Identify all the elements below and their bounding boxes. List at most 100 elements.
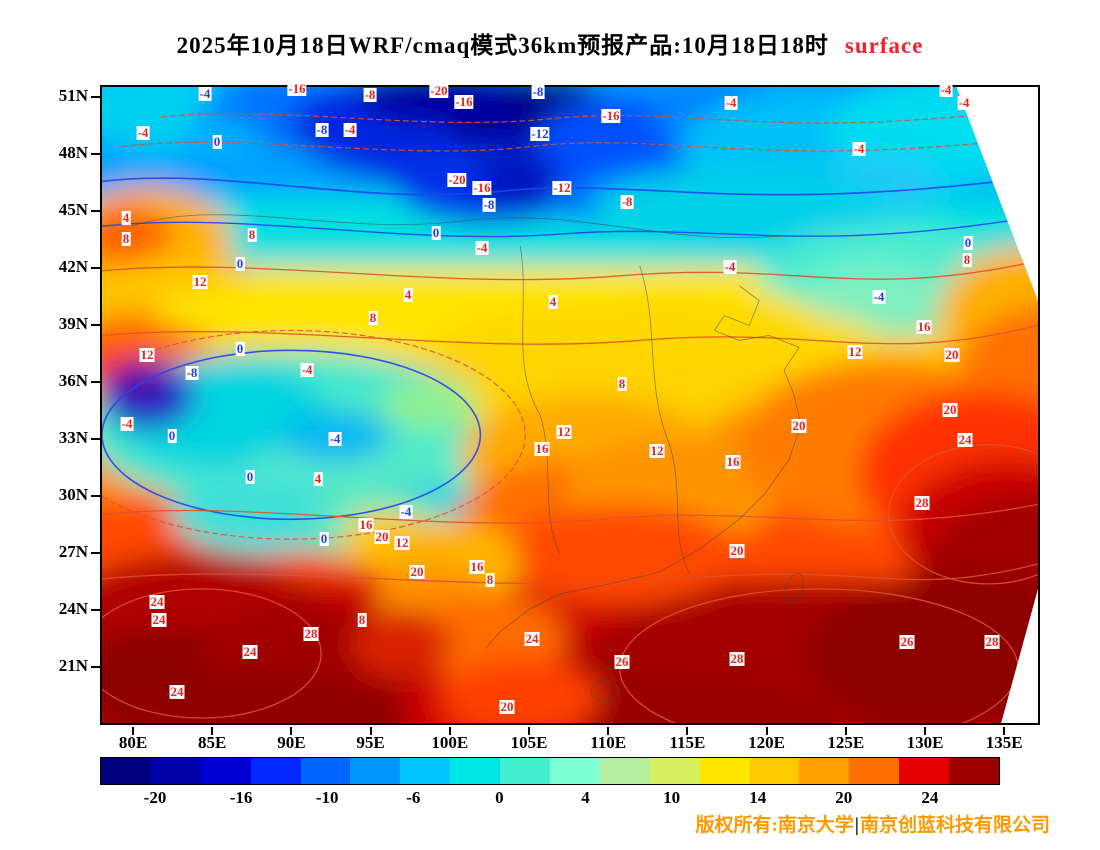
lat-tick-label: 21N [58, 656, 88, 675]
contour-label: 0 [431, 225, 441, 240]
colorbar-tick-label: 10 [663, 788, 681, 807]
contour-label: -8 [363, 87, 377, 102]
contour-label: -4 [724, 95, 738, 110]
contour-label: 12 [192, 274, 208, 289]
colorbar-segment [949, 758, 1000, 784]
contour-label: 16 [534, 441, 550, 456]
lat-tick-label: 48N [58, 143, 88, 162]
lon-tick-mark [211, 727, 214, 735]
colorbar-segment [400, 758, 451, 784]
contour-label: 8 [617, 376, 627, 391]
contour-label: 20 [729, 543, 745, 558]
lon-tick-label: 105E [510, 733, 548, 752]
contour-label: 16 [469, 559, 485, 574]
contour-label: -8 [482, 197, 496, 212]
lon-tick-label: 115E [669, 733, 706, 752]
contour-label: -8 [315, 122, 329, 137]
contour-label: -8 [531, 84, 545, 99]
contour-label: 24 [149, 594, 165, 609]
colorbar-tick-label: 14 [749, 788, 767, 807]
colorbar-segment [649, 758, 700, 784]
contour-label: 12 [649, 443, 665, 458]
copyright-footer: 版权所有:南京大学|南京创蓝科技有限公司 [695, 810, 1050, 837]
page-title: 2025年10月18日WRF/cmaq模式36km预报产品:10月18日18时 s… [0, 26, 1100, 60]
lon-tick-mark [448, 727, 451, 735]
contour-label: 0 [319, 531, 329, 546]
contour-label: 0 [963, 235, 973, 250]
lon-tick-label: 90E [277, 733, 306, 752]
colorbar-tick-label: 20 [835, 788, 853, 807]
contour-label: -4 [872, 289, 886, 304]
lon-tick-mark [607, 727, 610, 735]
contour-label: 8 [368, 310, 378, 325]
contour-label: 26 [614, 654, 630, 669]
contour-label: -12 [530, 126, 550, 141]
colorbar-segment [500, 758, 551, 784]
colorbar-tick-label: -6 [406, 788, 421, 807]
lon-tick-mark [369, 727, 372, 735]
contour-label: -16 [601, 108, 621, 123]
lon-tick-label: 135E [985, 733, 1023, 752]
contour-label: 28 [303, 626, 319, 641]
contour-label: -4 [475, 240, 489, 255]
lat-tick-mark [91, 96, 100, 98]
contour-label: 28 [984, 634, 1000, 649]
temperature-shading [102, 87, 1038, 723]
colorbar-segment [101, 758, 151, 784]
contour-label: 20 [791, 418, 807, 433]
lon-tick-mark [686, 727, 689, 735]
colorbar-segment [849, 758, 900, 784]
contour-label: -4 [957, 95, 971, 110]
colorbar-segment [350, 758, 401, 784]
lon-tick-mark [765, 727, 768, 735]
colorbar-segment [200, 758, 251, 784]
lat-tick-mark [91, 495, 100, 497]
contour-label: 8 [962, 252, 972, 267]
colorbar-tick-label: 24 [921, 788, 939, 807]
lat-tick-mark [91, 210, 100, 212]
lat-tick-label: 33N [58, 428, 88, 447]
contour-label: -20 [447, 172, 467, 187]
copyright-company: 南京创蓝科技有限公司 [859, 815, 1050, 836]
lat-tick-mark [91, 438, 100, 440]
copyright-owner: 版权所有:南京大学 [695, 815, 854, 836]
colorbar-segment [250, 758, 301, 784]
colorbar-segment [699, 758, 750, 784]
lat-tick-label: 24N [58, 599, 88, 618]
colorbar: -20 -16 -10 -6 0 4 10 14 20 24 [100, 757, 1000, 812]
contour-label: -4 [939, 82, 953, 97]
contour-label: 0 [212, 134, 222, 149]
contour-label: 20 [944, 347, 960, 362]
colorbar-tick-label: -10 [315, 788, 339, 807]
lon-tick-label: 120E [748, 733, 786, 752]
contour-label: 20 [374, 529, 390, 544]
contour-label: -4 [343, 122, 357, 137]
contour-label: -8 [620, 194, 634, 209]
temperature-field-map [102, 87, 1038, 723]
contour-label: -4 [723, 259, 737, 274]
lon-tick-label: 110E [590, 733, 627, 752]
lon-tick-label: 100E [431, 733, 469, 752]
map-frame: -16 -4 -8 -20 -16 -8 -16 -4 -4 -4 -8 -4 -4 0 -12 -4 -20-… [100, 82, 1040, 725]
lat-tick-mark [91, 609, 100, 611]
contour-label: 26 [899, 634, 915, 649]
contour-label: 4 [313, 471, 323, 486]
title-text: 2025年10月18日WRF/cmaq模式36km预报产品:10月18日18时 [176, 33, 829, 58]
contour-label: 0 [167, 428, 177, 443]
colorbar-tick-label: 4 [581, 788, 590, 807]
contour-label: -4 [328, 431, 342, 446]
contour-label: 0 [235, 256, 245, 271]
contour-label: 4 [548, 294, 558, 309]
lat-tick-mark [91, 381, 100, 383]
contour-label: 24 [242, 644, 258, 659]
contour-label: 20 [499, 699, 515, 714]
colorbar-segment [150, 758, 201, 784]
contour-label: 20 [409, 564, 425, 579]
contour-label: 16 [725, 454, 741, 469]
lat-tick-label: 27N [58, 542, 88, 561]
colorbar-segment [450, 758, 501, 784]
lon-tick-label: 95E [356, 733, 385, 752]
lat-tick-label: 39N [58, 314, 88, 333]
contour-label: 4 [403, 287, 413, 302]
